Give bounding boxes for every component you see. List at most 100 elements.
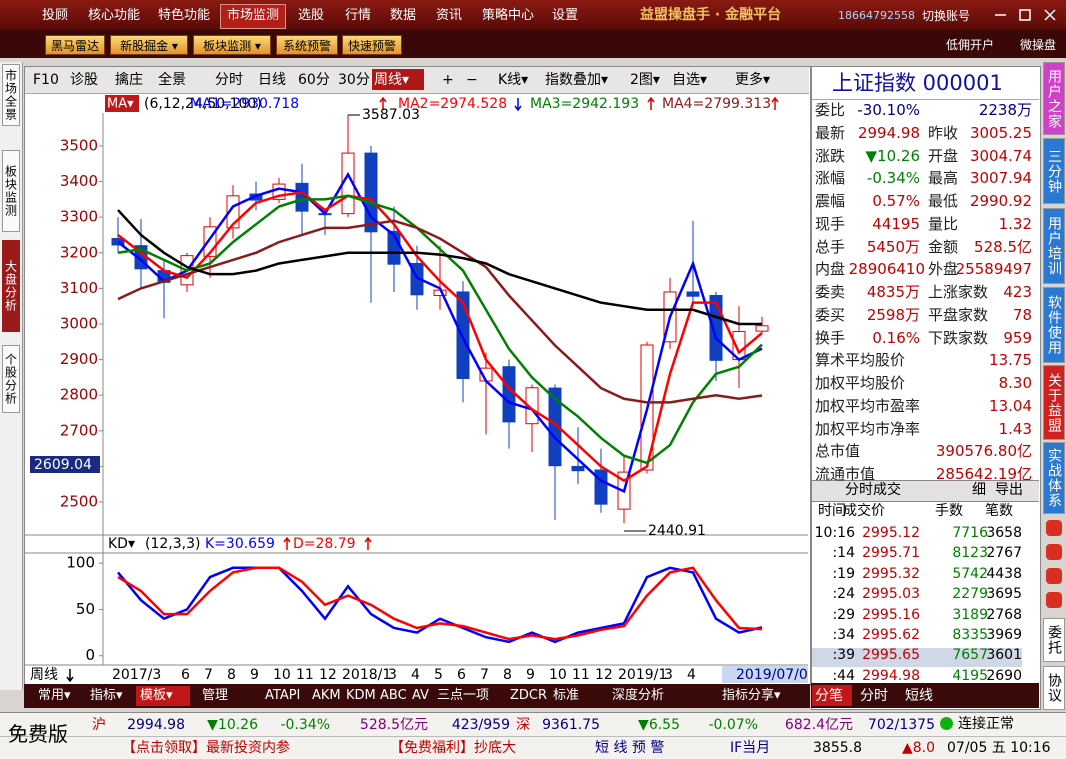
chart-tab[interactable]: 管理	[202, 688, 229, 703]
quote-label: 委卖	[815, 283, 846, 301]
chart-tool[interactable]: 全景	[158, 72, 186, 88]
side-tab[interactable]: 大盘分析	[2, 240, 20, 332]
right-icon[interactable]	[1046, 520, 1062, 536]
trade-header: 手数	[935, 503, 963, 519]
trade-tab[interactable]: 细	[972, 482, 986, 498]
menu-item[interactable]: 特色功能	[158, 8, 211, 23]
menu-item[interactable]: 核心功能	[88, 8, 141, 23]
news-link[interactable]: 【点击领取】最新投资内参	[122, 740, 290, 756]
news-link[interactable]: 【免费福利】抄底大	[390, 740, 516, 756]
trade-cell: 2995.16	[862, 606, 920, 623]
link[interactable]: 微操盘	[1020, 38, 1057, 52]
menu-item[interactable]: 设置	[552, 8, 579, 23]
chart-tab[interactable]: ABC	[380, 688, 407, 703]
chart-tab[interactable]: AKM	[312, 688, 341, 703]
trade-cell: 4195	[952, 667, 988, 684]
chart-tool[interactable]: +	[442, 72, 454, 88]
toolbar-button[interactable]: 板块监测 ▾	[193, 35, 271, 55]
right-icon[interactable]	[1046, 568, 1062, 584]
chart-tab[interactable]: 常用▾	[38, 688, 71, 703]
trade-tab[interactable]: 分时成交	[845, 482, 901, 498]
quote-label: 上涨家数	[928, 283, 989, 301]
chart-tab[interactable]: 三点一项	[437, 688, 490, 703]
quote-label: 金额	[928, 237, 959, 256]
chart-tool[interactable]: 60分	[298, 72, 330, 88]
right-tab[interactable]: 协议	[1043, 666, 1065, 710]
toolbar-button[interactable]: 新股掘金 ▾	[110, 35, 188, 55]
menu-item[interactable]: 行情	[345, 8, 372, 23]
trade-cell: 3189	[952, 606, 988, 623]
right-tab[interactable]: 软件使用	[1043, 287, 1065, 363]
quote-bottom-tab[interactable]: 分笔	[815, 688, 843, 704]
menu-item[interactable]: 策略中心	[482, 8, 535, 23]
chart-tab[interactable]: 指标▾	[90, 688, 123, 703]
quote-label: 平盘家数	[928, 305, 989, 324]
chart-tab[interactable]: 深度分析	[612, 688, 665, 703]
quote-label: 外盘	[928, 260, 959, 279]
toolbar-button[interactable]: 系统预警	[276, 35, 338, 55]
menu-item[interactable]: 数据	[390, 8, 417, 23]
chart-tool[interactable]: 自选▾	[672, 72, 708, 88]
chart-tool[interactable]: F10	[33, 72, 59, 88]
quote-label: 内盘	[815, 260, 846, 279]
side-tab[interactable]: 市场全景	[2, 64, 20, 126]
chart-tab[interactable]: 指标分享▾	[722, 688, 781, 703]
chart-tab[interactable]: AV	[412, 688, 429, 703]
menu-item[interactable]: 选股	[298, 8, 325, 23]
chart-tab[interactable]: ZDCR	[510, 688, 548, 703]
quote-value: 44195	[872, 214, 920, 233]
chart-tab[interactable]: KDM	[346, 688, 376, 703]
menu-item[interactable]: 投顾	[42, 8, 69, 23]
account-switch[interactable]: 切换账号	[922, 9, 971, 23]
chart-panel	[24, 66, 811, 686]
quote-label: 委比	[815, 101, 846, 119]
quote-label: 涨跌	[815, 146, 846, 165]
quote-value: 5450万	[866, 237, 920, 256]
chart-tool[interactable]: 2图▾	[630, 72, 660, 88]
right-tab[interactable]: 用户培训	[1043, 208, 1065, 284]
trade-tab[interactable]: 导出	[995, 482, 1023, 498]
toolbar-button[interactable]: 黑马雷达	[45, 35, 105, 55]
trade-cell: :19	[832, 565, 855, 582]
menu-item[interactable]: 市场监测	[227, 8, 280, 23]
chart-tab[interactable]: 模板▾	[140, 688, 173, 703]
chart-tool[interactable]: 30分	[338, 72, 370, 88]
quote-bottom-tab[interactable]: 分时	[860, 688, 888, 704]
quote-label: 昨收	[928, 123, 959, 142]
quote-value: 2994.98	[857, 123, 920, 142]
chart-tool[interactable]: 周线▾	[374, 72, 410, 88]
future-change: ▲8.0	[901, 740, 935, 756]
chart-tool[interactable]: K线▾	[498, 72, 529, 88]
trade-cell: 2994.98	[862, 667, 920, 684]
toolbar-button[interactable]: 快速预警	[342, 35, 402, 55]
trade-cell: 3601	[986, 647, 1022, 664]
chart-tool[interactable]: 分时	[215, 72, 243, 88]
chart-tool[interactable]: −	[466, 72, 478, 88]
chart-tool[interactable]: 擒庄	[115, 72, 143, 88]
quote-label: 流通市值	[815, 465, 876, 483]
right-icon[interactable]	[1046, 592, 1062, 608]
index-quote: -0.34%	[280, 717, 330, 733]
chart-tool[interactable]: 指数叠加▾	[545, 72, 609, 88]
link[interactable]: 低佣开户	[946, 38, 995, 52]
right-tab[interactable]: 关于益盟	[1043, 365, 1065, 440]
quote-value: 0.57%	[872, 192, 920, 210]
chart-tool[interactable]: 更多▾	[735, 72, 771, 88]
right-tab[interactable]: 委托	[1043, 618, 1065, 662]
chart-tab[interactable]: 标准	[553, 688, 580, 703]
right-tab[interactable]: 实战体系	[1043, 442, 1065, 514]
chart-tool[interactable]: 日线	[258, 72, 286, 88]
chart-tool[interactable]: 诊股	[70, 72, 98, 88]
right-tab[interactable]: 三分钟	[1043, 138, 1065, 204]
chart-tab[interactable]: ATAPI	[265, 688, 301, 703]
menu-item[interactable]: 资讯	[436, 8, 463, 23]
right-tab[interactable]: 用户之家	[1043, 62, 1065, 135]
trade-cell: 8335	[952, 627, 988, 643]
quote-label: 加权平均市净率	[815, 419, 921, 438]
side-tab[interactable]: 个股分析	[2, 345, 20, 413]
index-quote: 682.4亿元	[784, 717, 853, 733]
quote-bottom-tab[interactable]: 短线	[905, 688, 933, 704]
side-tab[interactable]: 板块监测	[2, 150, 20, 232]
status-divider	[0, 736, 1066, 737]
right-icon[interactable]	[1046, 544, 1062, 560]
